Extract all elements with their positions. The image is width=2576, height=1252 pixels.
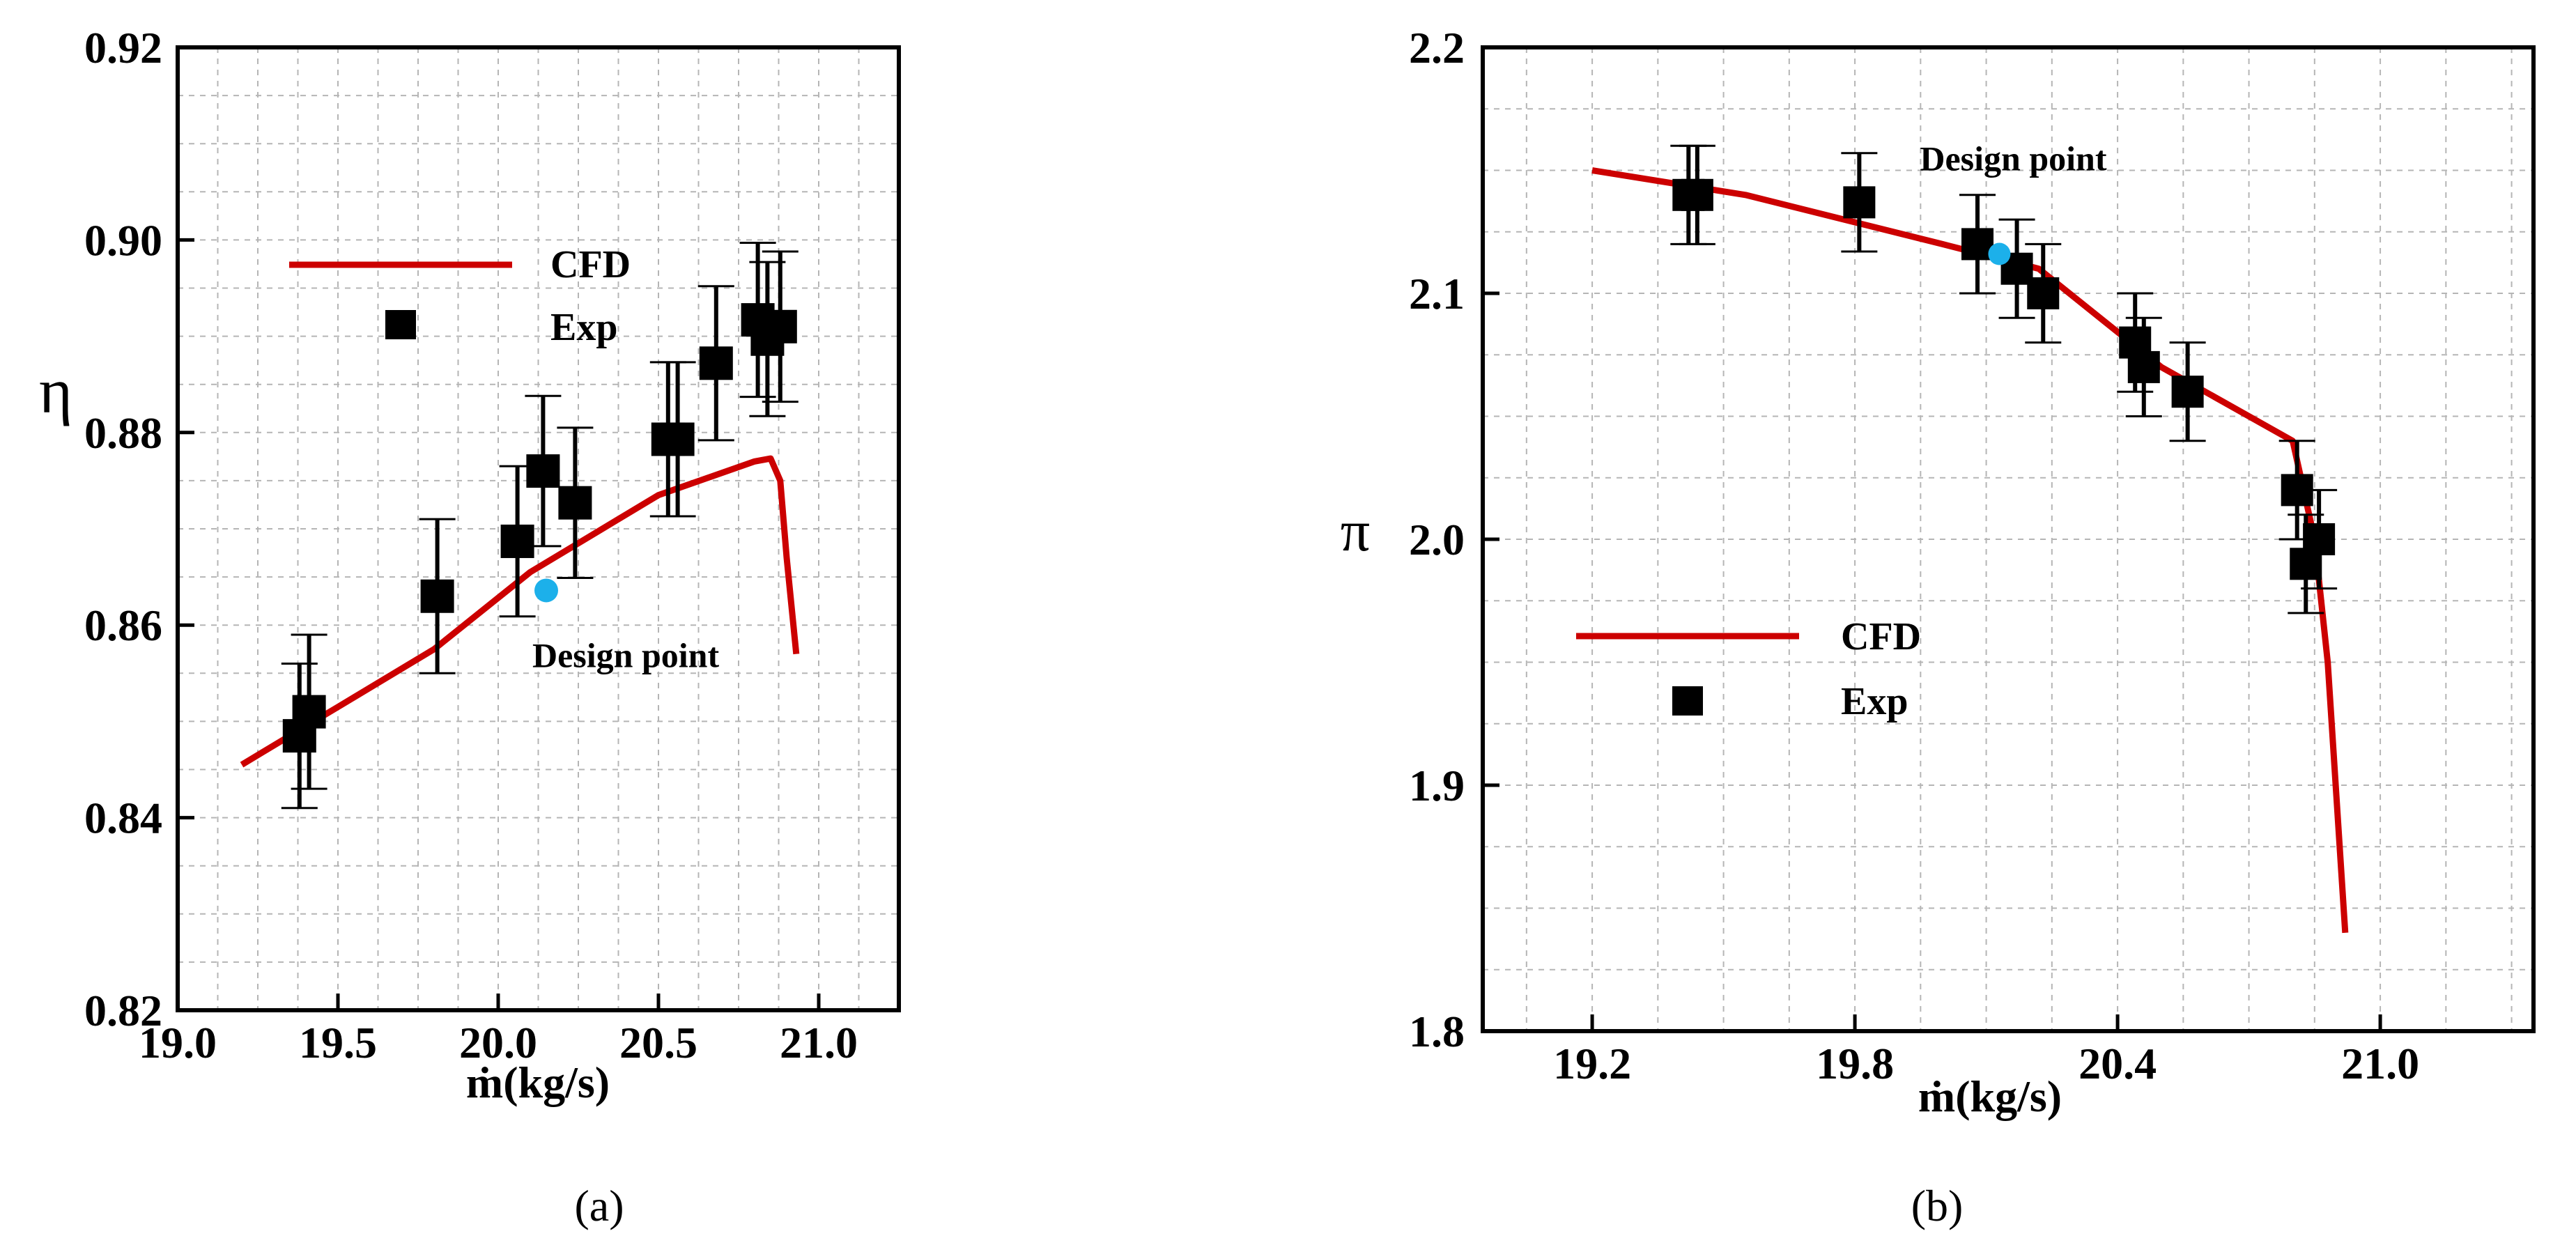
panel-b-y-tick-label-3: 2.1 xyxy=(1409,269,1465,318)
panel-a-legend: CFD Exp xyxy=(289,243,631,349)
panel-a-y-tick-label-2: 0.86 xyxy=(84,601,162,650)
panel-b-design-point-label: Design point xyxy=(1920,139,2106,178)
panel-b-exp-point-7 xyxy=(2127,350,2160,383)
panel-a-x-tick-label-1: 19.5 xyxy=(299,1018,377,1067)
panel-b: Design point 19.2 19.8 20.4 21.0 1.8 1.9 2.0 2.… xyxy=(1341,23,2536,1230)
panel-a-cfd-line xyxy=(240,455,800,768)
panel-b-grid xyxy=(1483,47,2533,1031)
panel-a-ticks: 19.0 19.5 20.0 20.5 21.0 0.82 0.84 0.86 0.88 0.90… xyxy=(84,23,858,1067)
panel-a-y-tick-label-5: 0.92 xyxy=(84,23,162,72)
panel-a-design-point-label: Design point xyxy=(532,635,719,674)
panel-a-grid xyxy=(178,47,899,1010)
panel-a-y-tick-label-3: 0.88 xyxy=(84,408,162,458)
panel-a-design-point-marker xyxy=(534,578,558,603)
panel-a-exp-point-4 xyxy=(526,454,560,488)
panel-b-exp-point-2 xyxy=(1843,186,1876,219)
panel-a-y-tick-label-4: 0.90 xyxy=(84,215,162,265)
panel-a-design-point: Design point xyxy=(532,578,719,674)
panel-b-design-point: Design point xyxy=(1920,139,2107,265)
panel-b-y-axis-label: π xyxy=(1341,499,1370,564)
panel-b-legend-exp-label: Exp xyxy=(1841,680,1908,723)
panel-b-exp-point-5 xyxy=(2027,277,2060,309)
panel-b-exp-point-8 xyxy=(2171,376,2204,408)
panel-a-legend-cfd-label: CFD xyxy=(550,243,631,286)
panel-a-legend-exp-label: Exp xyxy=(550,306,618,349)
panel-a-x-tick-label-4: 21.0 xyxy=(780,1018,858,1067)
panel-b-legend: CFD Exp xyxy=(1576,615,1921,723)
panel-a-exp-point-8 xyxy=(699,346,733,380)
panel-a-label: (a) xyxy=(574,1181,624,1230)
panel-a-x-tick-label-3: 20.5 xyxy=(619,1018,697,1067)
panel-b-exp-point-11 xyxy=(2303,523,2336,555)
panel-a-exp-series xyxy=(281,242,799,810)
panel-b-y-tick-label-0: 1.8 xyxy=(1409,1007,1465,1056)
panel-b-ticks: 19.2 19.8 20.4 21.0 1.8 1.9 2.0 2.1 2.2 xyxy=(1409,23,2419,1088)
panel-b-x-tick-label-2: 20.4 xyxy=(2078,1039,2157,1088)
panel-b-x-tick-label-1: 19.8 xyxy=(1816,1039,1894,1088)
panel-b-legend-cfd-label: CFD xyxy=(1841,615,1921,658)
panel-a-cfd-series xyxy=(240,455,800,768)
panel-b-y-tick-label-4: 2.2 xyxy=(1409,23,1465,72)
panel-a-plot-frame xyxy=(176,45,901,1012)
panel-a-exp-point-1 xyxy=(292,695,326,729)
panel-b-exp-point-1 xyxy=(1681,178,1713,211)
panel-a-y-tick-label-0: 0.82 xyxy=(84,986,162,1035)
panel-b-cfd-series xyxy=(1591,167,2349,934)
panel-a-y-tick-label-1: 0.84 xyxy=(84,794,162,843)
panel-b-x-axis-label: ṁ(kg/s) xyxy=(1918,1072,2062,1121)
panel-a-legend-exp-marker xyxy=(385,310,416,339)
panel-b-exp-point-3 xyxy=(1961,228,1994,261)
panel-b-y-tick-label-1: 1.9 xyxy=(1409,761,1465,810)
panel-a-exp-point-11 xyxy=(763,309,797,343)
panel-a-x-axis-label: ṁ(kg/s) xyxy=(466,1058,610,1107)
panel-b-x-tick-label-0: 19.2 xyxy=(1553,1039,1631,1088)
panel-b-x-tick-label-3: 21.0 xyxy=(2341,1039,2419,1088)
panel-a-exp-point-2 xyxy=(420,579,454,613)
panel-b-exp-series xyxy=(1670,144,2338,615)
panel-a-exp-point-3 xyxy=(500,524,534,558)
panel-b-y-tick-label-2: 2.0 xyxy=(1409,515,1465,564)
panel-a-exp-point-5 xyxy=(558,486,592,520)
panel-a-x-tick-label-2: 20.0 xyxy=(459,1018,537,1067)
panel-b-cfd-line xyxy=(1591,167,2349,934)
panel-b-legend-exp-marker xyxy=(1672,686,1703,716)
panel-b-design-point-marker xyxy=(1988,242,2011,265)
panel-a: Design point 19.0 19.5 20.0 20.5 21.0 0.82 0.8… xyxy=(39,23,901,1230)
panel-a-exp-point-7 xyxy=(661,422,695,456)
panel-a-x-tick-label-0: 19.0 xyxy=(139,1018,217,1067)
panel-a-y-axis-label: η xyxy=(39,355,72,426)
panel-b-label: (b) xyxy=(1911,1181,1964,1230)
